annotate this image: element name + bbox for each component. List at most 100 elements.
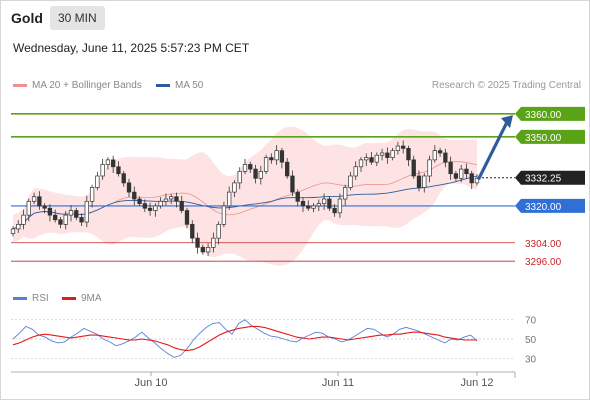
candle-body — [16, 223, 21, 230]
legend-ma20-label: MA 20 + Bollinger Bands — [32, 80, 142, 91]
legend-rsi: RSI — [13, 293, 49, 304]
candle-body — [321, 198, 327, 204]
candle — [469, 170, 474, 190]
candle-body — [21, 214, 26, 225]
level-tag-3332.25: 3332.25 — [515, 170, 585, 185]
candle-body — [68, 210, 74, 216]
candle — [53, 209, 58, 223]
candle-body — [316, 203, 321, 207]
forecast-arrow-head — [501, 115, 513, 129]
candle — [285, 158, 290, 179]
candle — [353, 161, 358, 180]
candle — [74, 207, 79, 221]
candle-body — [290, 175, 295, 193]
candle-body — [374, 154, 379, 163]
level-tag-3360.00: 3360.00 — [515, 106, 585, 121]
candle — [432, 145, 437, 163]
timestamp: Wednesday, June 11, 2025 5:57:23 PM CET — [13, 41, 250, 55]
candle-body — [295, 191, 300, 202]
level-tag-3320.00: 3320.00 — [515, 198, 585, 213]
ma50-line — [12, 175, 478, 230]
candle-body — [47, 207, 53, 216]
level-label-3304.00: 3304.00 — [525, 239, 562, 250]
candle — [174, 192, 179, 208]
credit-text: Research © 2025 Trading Central — [431, 80, 581, 91]
rsi-level-label: 30 — [525, 354, 537, 365]
candle — [200, 244, 205, 255]
candle-body — [111, 159, 116, 168]
candle — [132, 186, 137, 206]
candle — [221, 201, 227, 228]
candle — [163, 193, 169, 206]
candle-body — [31, 196, 37, 202]
candle — [348, 171, 353, 191]
candle — [63, 210, 68, 230]
candle — [295, 189, 300, 207]
candle — [137, 196, 142, 207]
candle-body — [10, 228, 16, 234]
candle-body — [195, 237, 200, 248]
candle — [369, 152, 374, 165]
candle-body — [353, 166, 358, 177]
candle-body — [258, 171, 263, 179]
candle-body — [464, 168, 469, 175]
forecast-arrow-shaft — [477, 120, 509, 180]
candle — [327, 196, 332, 211]
candle-body — [63, 214, 68, 225]
candle-body — [285, 161, 290, 177]
candle — [401, 140, 406, 154]
candle-body — [126, 182, 132, 193]
ma50-swatch — [156, 84, 170, 87]
level-label-3296.00: 3296.00 — [525, 257, 562, 268]
candle — [395, 141, 401, 155]
candle-body — [364, 157, 369, 161]
candle — [105, 157, 111, 170]
candle — [169, 193, 174, 205]
candle-body — [379, 152, 385, 156]
candle — [364, 153, 369, 167]
candle — [232, 180, 237, 198]
candle — [453, 170, 459, 182]
candle-body — [459, 168, 464, 179]
rsi-level-label: 70 — [525, 316, 537, 327]
candle — [379, 148, 385, 161]
candle-body — [237, 171, 242, 184]
candle-body — [253, 168, 258, 179]
candle — [385, 147, 390, 164]
x-tick-label-jun-11: Jun 11 — [322, 377, 354, 389]
level-label-3360.00: 3360.00 — [525, 110, 562, 121]
level-tag-bg — [515, 129, 585, 144]
candle — [443, 148, 448, 168]
candle-body — [242, 164, 248, 172]
candle-body — [174, 196, 179, 202]
level-tag-bg — [515, 198, 585, 213]
candle — [332, 204, 337, 217]
candle-body — [401, 145, 406, 149]
candle-body — [89, 187, 95, 202]
candle — [311, 203, 316, 213]
candle-body — [453, 173, 459, 179]
x-tick-label-jun-10: Jun 10 — [134, 377, 167, 389]
top-bar: Gold 30 MIN — [0, 0, 590, 36]
rsi-9ma-line — [12, 325, 477, 352]
x-tick-label-jun-12: Jun 12 — [460, 377, 493, 389]
candle-body — [448, 161, 453, 175]
candle — [190, 220, 195, 244]
bollinger-band — [13, 126, 477, 266]
candle-body — [105, 159, 111, 165]
candle — [263, 154, 269, 175]
candle-body — [406, 148, 411, 161]
candle-body — [263, 157, 269, 172]
candle — [142, 199, 147, 213]
candle — [26, 198, 31, 222]
candle-body — [311, 205, 316, 209]
candle-body — [343, 187, 348, 200]
candle-body — [42, 205, 47, 209]
timeframe-button[interactable]: 30 MIN — [50, 6, 105, 30]
candle-body — [158, 200, 163, 207]
candle-body — [306, 205, 311, 209]
rsi-level-label: 50 — [525, 335, 537, 346]
candle-body — [327, 198, 332, 209]
candle — [274, 145, 279, 165]
